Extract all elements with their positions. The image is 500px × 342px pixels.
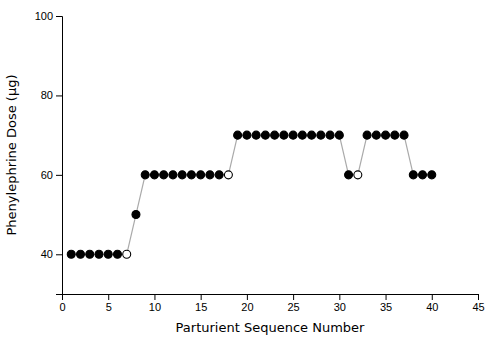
point bbox=[187, 171, 195, 179]
tick-mark bbox=[432, 294, 433, 300]
tick: 60 bbox=[41, 169, 62, 181]
tick-mark bbox=[247, 294, 248, 300]
tick-label: 30 bbox=[334, 301, 346, 313]
tick: 20 bbox=[241, 294, 253, 313]
tick: 10 bbox=[149, 294, 161, 313]
tick-label: 100 bbox=[35, 10, 53, 22]
point bbox=[178, 171, 186, 179]
axis-line bbox=[63, 295, 479, 301]
point bbox=[308, 131, 316, 139]
point bbox=[206, 171, 214, 179]
marks bbox=[67, 131, 436, 258]
point bbox=[76, 250, 84, 258]
tick-label: 40 bbox=[41, 248, 53, 260]
point bbox=[271, 131, 279, 139]
tick-mark bbox=[108, 294, 109, 300]
tick-label: 15 bbox=[195, 301, 207, 313]
tick-mark bbox=[201, 294, 202, 300]
tick: 40 bbox=[426, 294, 438, 313]
tick: 30 bbox=[334, 294, 346, 313]
tick: 5 bbox=[106, 294, 112, 313]
y-axis-title: Phenylephrine Dose (µg) bbox=[4, 75, 19, 236]
tick-label: 5 bbox=[106, 301, 112, 313]
point bbox=[391, 131, 399, 139]
point bbox=[234, 131, 242, 139]
point bbox=[400, 131, 408, 139]
point bbox=[215, 171, 223, 179]
point bbox=[409, 171, 417, 179]
tick-label: 60 bbox=[41, 169, 53, 181]
x-axis-title: Parturient Sequence Number bbox=[176, 320, 365, 335]
point bbox=[160, 171, 168, 179]
point bbox=[363, 131, 371, 139]
point bbox=[67, 250, 75, 258]
tick: 35 bbox=[380, 294, 392, 313]
point bbox=[252, 131, 260, 139]
point bbox=[345, 171, 353, 179]
point bbox=[113, 250, 121, 258]
tick-mark bbox=[386, 294, 387, 300]
point bbox=[123, 250, 131, 258]
point bbox=[317, 131, 325, 139]
point bbox=[280, 131, 288, 139]
point bbox=[86, 250, 94, 258]
tick-label: 20 bbox=[241, 301, 253, 313]
tick: 40 bbox=[41, 248, 62, 260]
tick-mark bbox=[56, 175, 62, 176]
x-axis: 0 5 10 15 20 25 30 35 40 45 bbox=[59, 294, 484, 313]
line bbox=[71, 135, 432, 254]
point bbox=[382, 131, 390, 139]
point bbox=[261, 131, 269, 139]
tick: 80 bbox=[41, 89, 62, 101]
tick-mark bbox=[478, 294, 479, 300]
tick-label: 45 bbox=[472, 301, 484, 313]
point bbox=[419, 171, 427, 179]
tick-mark bbox=[339, 294, 340, 300]
tick-mark bbox=[56, 254, 62, 255]
tick-label: 0 bbox=[59, 301, 65, 313]
point bbox=[150, 171, 158, 179]
axis-line bbox=[56, 17, 63, 295]
tick-mark bbox=[56, 16, 62, 17]
tick: 15 bbox=[195, 294, 207, 313]
tick-mark bbox=[293, 294, 294, 300]
tick-label: 10 bbox=[149, 301, 161, 313]
tick: 45 bbox=[472, 294, 484, 313]
point bbox=[289, 131, 297, 139]
point bbox=[335, 131, 343, 139]
tick-mark bbox=[154, 294, 155, 300]
point bbox=[372, 131, 380, 139]
point bbox=[132, 211, 140, 219]
tick-label: 80 bbox=[41, 89, 53, 101]
point bbox=[104, 250, 112, 258]
plot-area: 0 5 10 15 20 25 30 35 40 45 40 60 80 100 bbox=[35, 10, 485, 313]
point bbox=[298, 131, 306, 139]
tick: 25 bbox=[287, 294, 299, 313]
tick-mark bbox=[56, 95, 62, 96]
point bbox=[243, 131, 251, 139]
point bbox=[141, 171, 149, 179]
point bbox=[224, 171, 232, 179]
tick: 0 bbox=[59, 294, 65, 313]
tick-label: 25 bbox=[287, 301, 299, 313]
tick-label: 40 bbox=[426, 301, 438, 313]
y-axis: 40 60 80 100 bbox=[35, 10, 63, 294]
tick: 100 bbox=[35, 10, 62, 22]
point bbox=[326, 131, 334, 139]
tick-label: 35 bbox=[380, 301, 392, 313]
point bbox=[354, 171, 362, 179]
point bbox=[428, 171, 436, 179]
point bbox=[197, 171, 205, 179]
chart: 0 5 10 15 20 25 30 35 40 45 40 60 80 100 Parturient Se… bbox=[0, 0, 500, 342]
point bbox=[95, 250, 103, 258]
point bbox=[169, 171, 177, 179]
